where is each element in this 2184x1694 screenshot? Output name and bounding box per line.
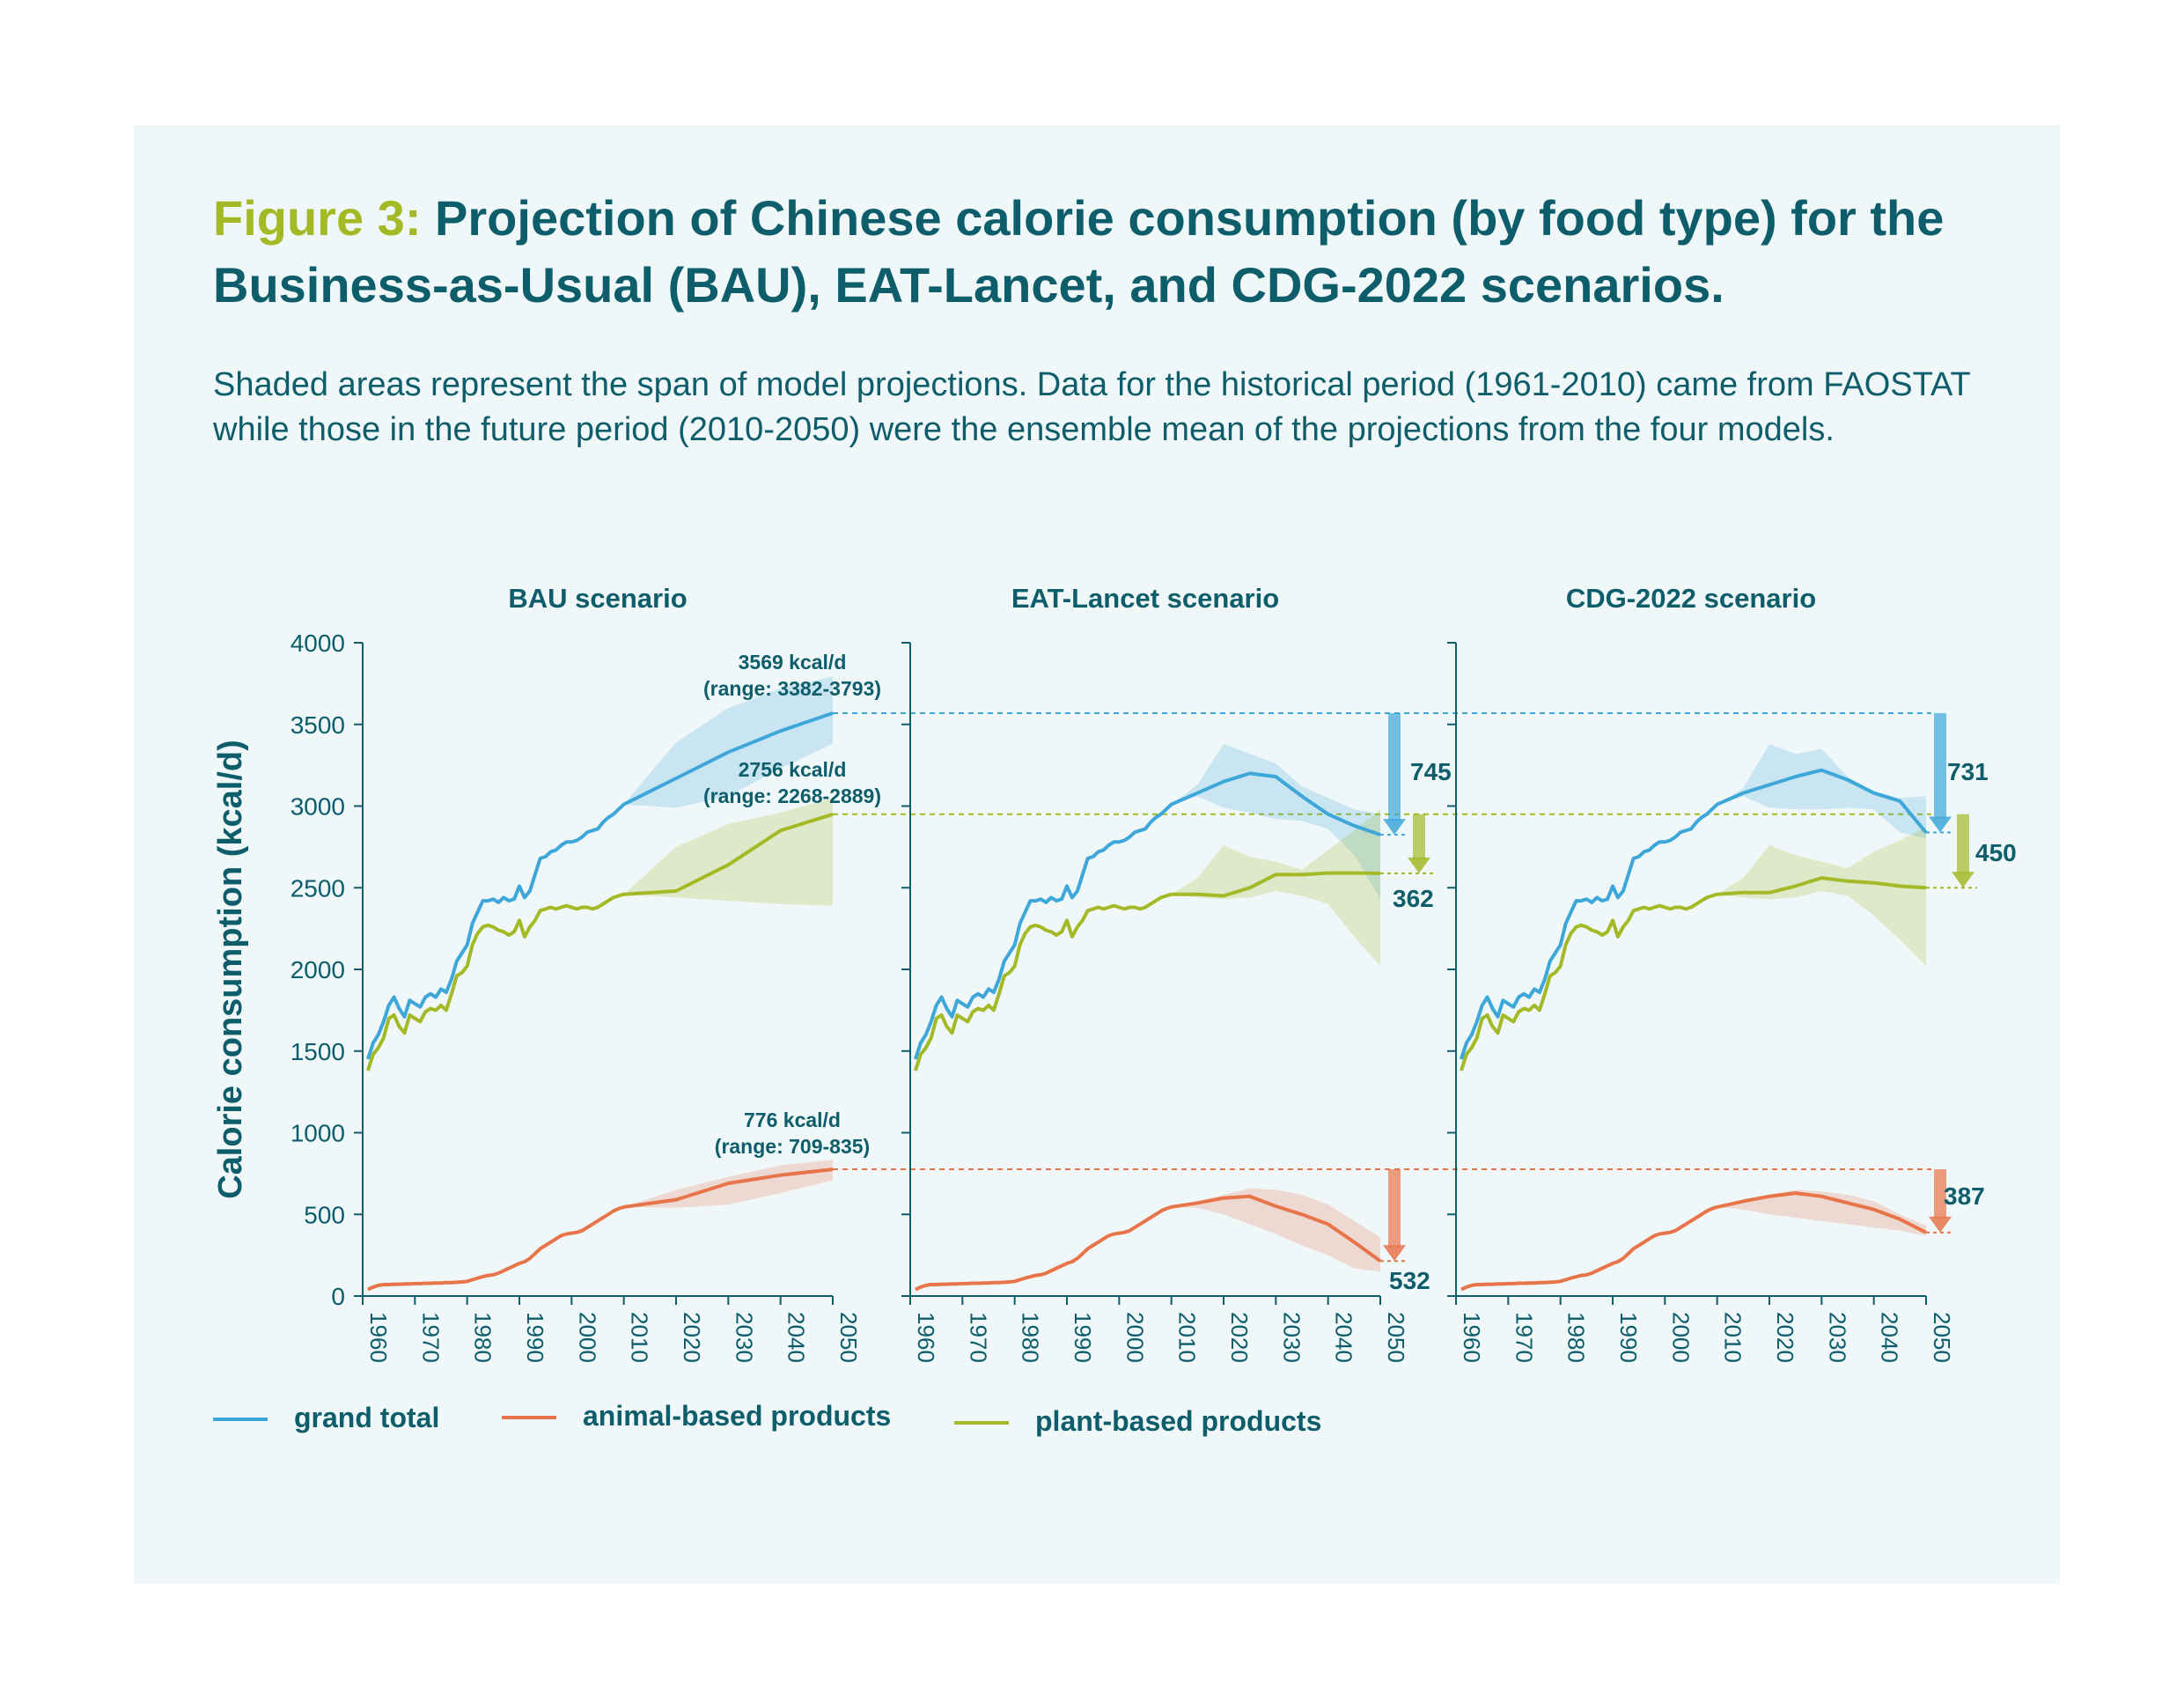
- legend-swatch-grand-total: [213, 1418, 268, 1421]
- x-tick-label: 2040: [783, 1312, 810, 1363]
- reduction-arrow-head-plant: [1408, 857, 1430, 873]
- x-tick-label: 2020: [1772, 1312, 1798, 1363]
- x-tick-label: 2010: [1174, 1312, 1201, 1363]
- reduction-label-grand-total: 731: [1947, 758, 1989, 785]
- x-tick-label: 1960: [365, 1312, 392, 1363]
- y-tick-label: 3500: [290, 711, 345, 739]
- y-tick-label: 2500: [290, 874, 345, 902]
- y-axis-label: Calorie consumption (kcal/d): [212, 740, 249, 1199]
- figure-subtitle: Shaded areas represent the span of model…: [213, 366, 1971, 448]
- reduction-label-grand-total: 745: [1410, 758, 1452, 785]
- projection-band-plant: [1171, 809, 1380, 967]
- reduction-arrow-head-grand-total: [1929, 816, 1952, 833]
- reduction-arrow-shaft-animal: [1934, 1169, 1946, 1219]
- series-line-animal: [1460, 1191, 1927, 1292]
- legend-swatch-animal: [502, 1416, 556, 1419]
- x-tick-label: 1970: [417, 1312, 444, 1363]
- x-tick-label: 1980: [1563, 1312, 1590, 1363]
- x-tick-label: 1970: [1511, 1312, 1537, 1363]
- reduction-label-plant: 362: [1393, 885, 1434, 912]
- x-tick-label: 2040: [1877, 1312, 1903, 1363]
- x-tick-label: 1990: [1615, 1312, 1642, 1363]
- reduction-label-plant: 450: [1975, 839, 2017, 866]
- reduction-label-animal: 532: [1389, 1267, 1430, 1294]
- panel-title: BAU scenario: [508, 583, 687, 614]
- legend-label-plant: plant-based products: [1035, 1405, 1322, 1437]
- x-tick-label: 1960: [1459, 1312, 1485, 1363]
- annotation-range-plant: (range: 2268-2889): [703, 784, 881, 807]
- reduction-arrow-head-animal: [1383, 1245, 1406, 1262]
- projection-band-grand-total: [1717, 744, 1926, 839]
- series-line-plant: [1459, 876, 1927, 1072]
- panel-title: EAT-Lancet scenario: [1011, 583, 1279, 614]
- x-tick-label: 2010: [627, 1312, 653, 1363]
- annotation-range-grand-total: (range: 3382-3793): [703, 677, 881, 700]
- legend-label-animal: animal-based products: [583, 1400, 892, 1432]
- figure-title-text: Projection of Chinese calorie consumptio…: [213, 190, 1945, 313]
- reduction-arrow-head-grand-total: [1383, 819, 1406, 836]
- annotation-value-animal: 776 kcal/d: [744, 1108, 841, 1131]
- series-line-grand-total: [365, 711, 834, 1060]
- reduction-arrow-shaft-plant: [1413, 814, 1425, 859]
- series-line-plant: [365, 812, 834, 1072]
- x-tick-label: 2000: [574, 1312, 600, 1363]
- reduction-label-animal: 387: [1944, 1182, 1985, 1210]
- y-tick-label: 4000: [290, 630, 345, 657]
- x-tick-label: 2000: [1667, 1312, 1694, 1363]
- reduction-arrow-shaft-animal: [1388, 1169, 1401, 1248]
- panel-title: CDG-2022 scenario: [1566, 583, 1816, 614]
- x-tick-label: 2050: [1929, 1312, 1955, 1363]
- y-tick-label: 1500: [290, 1038, 345, 1065]
- series-line-grand-total: [1459, 768, 1928, 1060]
- x-tick-label: 2020: [1226, 1312, 1253, 1363]
- y-tick-label: 500: [304, 1201, 345, 1228]
- projection-band-plant: [1717, 827, 1926, 967]
- y-tick-label: 3000: [290, 793, 345, 821]
- x-tick-label: 1960: [913, 1312, 939, 1363]
- x-tick-label: 2050: [1383, 1312, 1409, 1363]
- x-tick-label: 2030: [731, 1312, 757, 1363]
- series-line-animal: [367, 1167, 834, 1292]
- x-tick-label: 2030: [1824, 1312, 1850, 1363]
- series-line-grand-total: [913, 771, 1381, 1060]
- annotation-value-plant: 2756 kcal/d: [739, 758, 847, 781]
- series-line-plant: [913, 871, 1381, 1072]
- x-tick-label: 2040: [1331, 1312, 1357, 1363]
- projection-band-grand-total: [623, 676, 833, 808]
- x-tick-label: 1970: [965, 1312, 991, 1363]
- reduction-arrow-shaft-plant: [1957, 814, 1969, 874]
- legend-label-grand-total: grand total: [294, 1402, 440, 1433]
- y-tick-label: 1000: [290, 1120, 345, 1147]
- reduction-arrow-shaft-grand-total: [1388, 712, 1401, 821]
- x-tick-label: 2050: [835, 1312, 862, 1363]
- reduction-arrow-head-plant: [1952, 872, 1974, 888]
- annotation-range-animal: (range: 709-835): [715, 1135, 870, 1158]
- figure-title: Figure 3: Projection of Chinese calorie …: [213, 185, 2044, 319]
- x-tick-label: 1980: [470, 1312, 496, 1363]
- projection-band-animal: [1717, 1189, 1926, 1236]
- y-tick-label: 0: [331, 1283, 345, 1310]
- x-tick-label: 2000: [1121, 1312, 1148, 1363]
- x-tick-label: 2010: [1720, 1312, 1746, 1363]
- reduction-arrow-shaft-grand-total: [1934, 712, 1946, 819]
- x-tick-label: 2030: [1278, 1312, 1305, 1363]
- x-tick-label: 1990: [522, 1312, 548, 1363]
- x-tick-label: 1990: [1070, 1312, 1096, 1363]
- legend-swatch-plant: [954, 1421, 1009, 1425]
- series-line-animal: [915, 1194, 1382, 1292]
- x-tick-label: 2020: [679, 1312, 705, 1363]
- annotation-value-grand-total: 3569 kcal/d: [739, 651, 847, 674]
- projection-band-animal: [1171, 1188, 1380, 1272]
- reduction-arrow-head-animal: [1929, 1216, 1952, 1233]
- figure-label: Figure 3:: [213, 190, 422, 246]
- y-tick-label: 2000: [290, 956, 345, 983]
- x-tick-label: 1980: [1018, 1312, 1044, 1363]
- projection-band-plant: [623, 798, 833, 906]
